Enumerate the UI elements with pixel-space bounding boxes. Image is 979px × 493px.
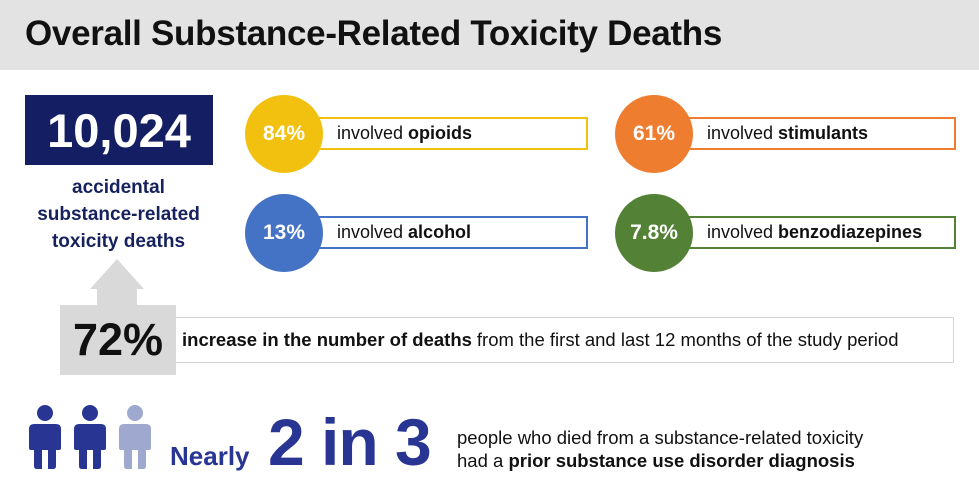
ratio-line-2-prefix: had a: [457, 450, 504, 471]
stat-prefix: involved: [337, 222, 404, 242]
increase-description: increase in the number of deaths from th…: [170, 317, 954, 363]
stat-bar-benzodiazepines: involved benzodiazepines: [675, 216, 956, 249]
increase-bold-text: increase in the number of deaths: [182, 329, 472, 350]
stat-substance: benzodiazepines: [778, 222, 923, 242]
stat-prefix: involved: [707, 123, 774, 143]
person-icon-filled: [29, 405, 61, 469]
increase-percent: 72%: [60, 305, 176, 375]
stat-substance: opioids: [408, 123, 473, 143]
caption-line: substance-related: [37, 204, 200, 225]
stat-circle-opioids: 84%: [245, 95, 323, 173]
stat-substance: stimulants: [778, 123, 869, 143]
ratio-description: people who died from a substance-related…: [457, 426, 863, 472]
stat-bar-opioids: involved opioids: [305, 117, 588, 150]
page-title: Overall Substance-Related Toxicity Death…: [25, 14, 723, 53]
ratio-line-2: had a prior substance use disorder diagn…: [457, 449, 863, 472]
up-arrow-icon: [90, 259, 144, 289]
person-icon-light: [119, 405, 151, 469]
stat-bar-stimulants: involved stimulants: [675, 117, 956, 150]
stat-prefix: involved: [337, 123, 404, 143]
stat-bar-alcohol: involved alcohol: [305, 216, 588, 249]
stat-substance: alcohol: [408, 222, 472, 242]
ratio-value: 2 in 3: [268, 405, 432, 479]
increase-rest-text: from the first and last 12 months of the…: [476, 329, 899, 350]
nearly-label: Nearly: [170, 441, 250, 471]
total-deaths-caption: accidental substance-related toxicity de…: [12, 174, 225, 255]
stat-circle-benzodiazepines: 7.8%: [615, 194, 693, 272]
stat-circle-alcohol: 13%: [245, 194, 323, 272]
stat-circle-stimulants: 61%: [615, 95, 693, 173]
ratio-line-2-bold: prior substance use disorder diagnosis: [508, 450, 855, 471]
total-deaths-value: 10,024: [25, 95, 213, 165]
ratio-line-1: people who died from a substance-related…: [457, 427, 864, 448]
person-icon-filled: [74, 405, 106, 469]
stat-prefix: involved: [707, 222, 774, 242]
header-banner: Overall Substance-Related Toxicity Death…: [0, 0, 979, 70]
caption-line: accidental: [72, 177, 165, 198]
caption-line: toxicity deaths: [51, 231, 186, 252]
